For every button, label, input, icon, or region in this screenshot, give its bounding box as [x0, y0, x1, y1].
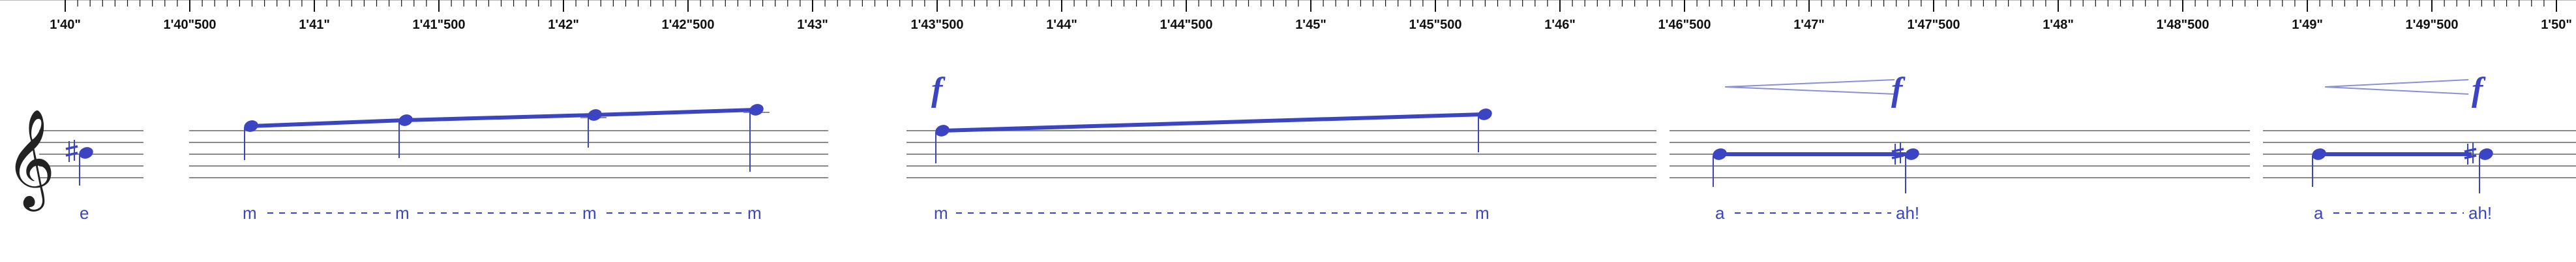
lyric-syllable[interactable]: m [582, 203, 597, 223]
note-4[interactable] [586, 107, 603, 148]
crescendo-hairpin[interactable] [2325, 80, 2468, 94]
lyric-syllable[interactable]: m [395, 203, 410, 223]
note-9[interactable] [1904, 146, 1921, 193]
glissando-line[interactable] [593, 110, 756, 115]
treble-clef-icon: 𝄞 [5, 108, 55, 212]
lyric-syllable[interactable]: e [80, 203, 89, 223]
lyric-syllable[interactable]: ah! [1896, 203, 1919, 223]
lyric-syllable[interactable]: ah! [2468, 203, 2492, 223]
note-10[interactable] [2311, 146, 2328, 187]
notes-layer[interactable] [66, 102, 2494, 193]
sharp-accidental-icon [66, 140, 78, 162]
dynamic-forte-1[interactable]: f [931, 71, 946, 108]
lyric-syllable[interactable]: m [934, 203, 948, 223]
crescendo-hairpin[interactable] [1725, 80, 1895, 94]
glissando-line[interactable] [942, 114, 1484, 131]
lyric-syllable[interactable]: m [243, 203, 257, 223]
note-3[interactable] [397, 112, 414, 158]
lyric-syllable[interactable]: a [1715, 203, 1725, 223]
note-7[interactable] [1476, 106, 1493, 152]
lyric-syllable[interactable]: m [1475, 203, 1490, 223]
lyric-syllable[interactable]: a [2314, 203, 2324, 223]
dynamic-forte-3[interactable]: f [2472, 71, 2486, 108]
note-6[interactable] [934, 123, 951, 163]
note-11[interactable] [2478, 146, 2494, 193]
glissando-line[interactable] [404, 115, 593, 120]
glissando-line[interactable] [251, 120, 404, 126]
hairpins-layer [1725, 80, 2468, 94]
note-8[interactable] [1711, 146, 1728, 187]
staff [39, 131, 2576, 178]
lyric-syllable[interactable]: m [747, 203, 762, 223]
dynamic-forte-2[interactable]: f [1891, 71, 1906, 108]
